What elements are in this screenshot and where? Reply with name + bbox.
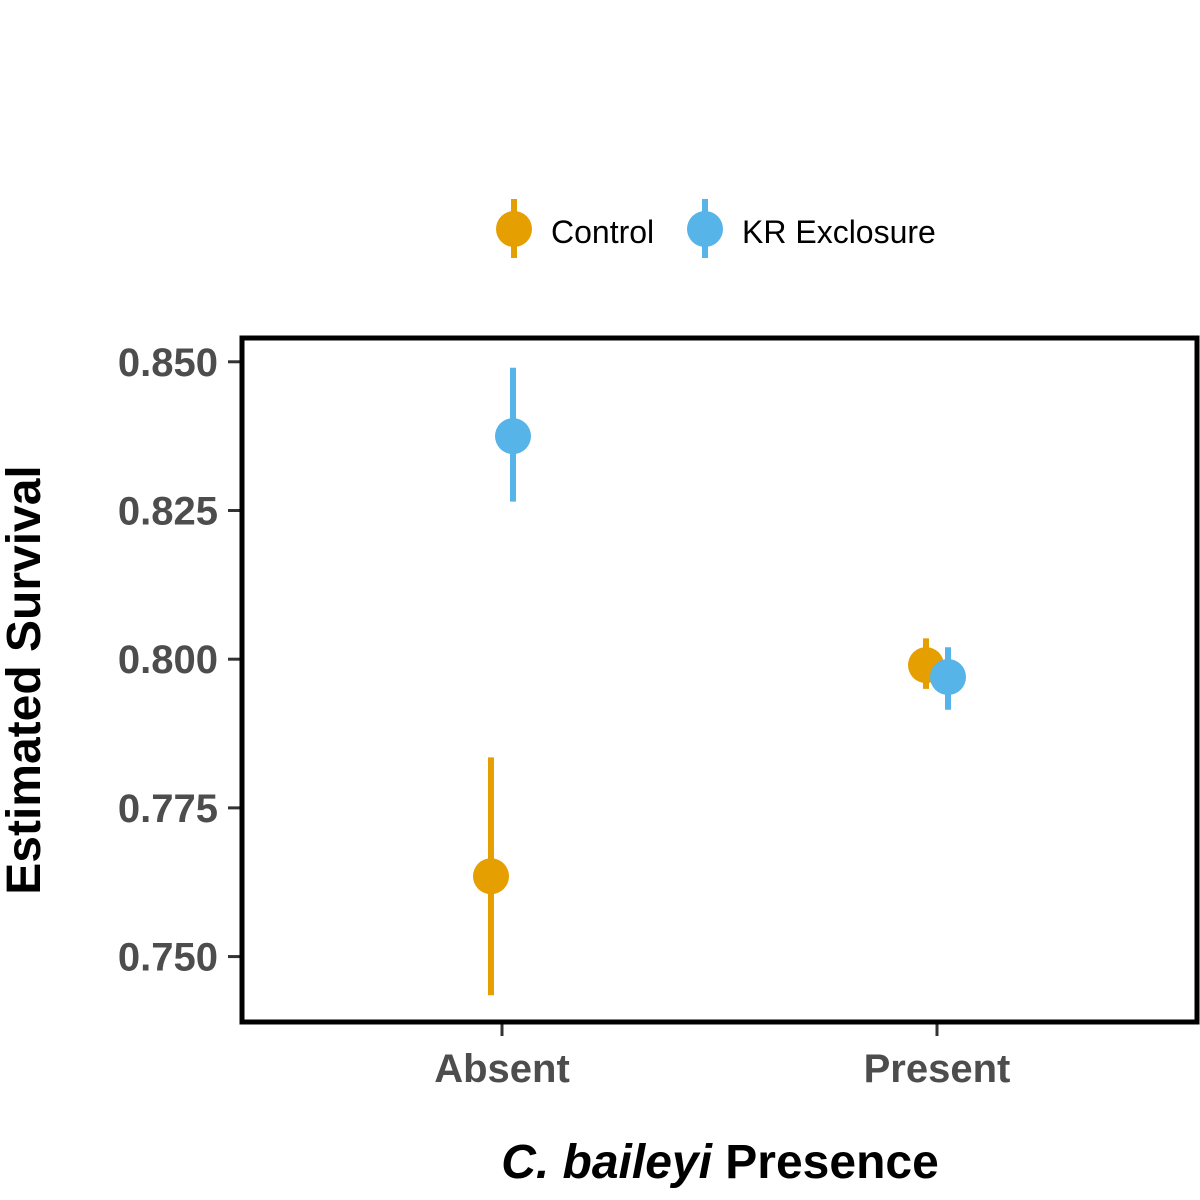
y-tick-label: 0.850 (118, 341, 218, 385)
data-point (930, 659, 966, 696)
x-tick-label: Absent (434, 1047, 570, 1091)
legend-key-point (687, 211, 723, 247)
data-marks (473, 367, 966, 996)
data-point (473, 858, 509, 895)
x-axis-title-rest: Presence (712, 1136, 939, 1189)
plot-panel-border (239, 335, 1200, 1025)
x-axis-title: C. baileyi Presence (501, 1136, 939, 1189)
legend-item: Control (496, 199, 654, 258)
y-tick-label: 0.775 (118, 787, 218, 831)
legend-item: KR Exclosure (687, 199, 936, 258)
x-axis-title-italic: C. baileyi (501, 1136, 713, 1189)
x-axis: Absent Present (434, 1022, 1010, 1091)
legend-key-point (496, 211, 532, 247)
y-tick-label: 0.825 (118, 489, 218, 533)
legend-label: KR Exclosure (742, 214, 936, 250)
x-tick-label: Present (864, 1047, 1011, 1091)
data-point (495, 418, 531, 455)
legend-label: Control (551, 214, 654, 250)
y-tick-label: 0.750 (118, 936, 218, 980)
legend: Control KR Exclosure (496, 199, 936, 258)
y-axis: 0.750 0.775 0.800 0.825 0.850 (118, 341, 242, 980)
y-axis-title: Estimated Survival (0, 465, 51, 895)
y-tick-label: 0.800 (118, 638, 218, 682)
